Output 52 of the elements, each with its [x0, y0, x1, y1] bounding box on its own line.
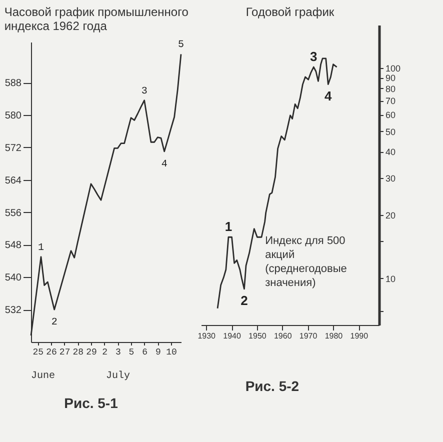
x-tick-label: 1970 [299, 332, 318, 340]
annotation: 3 [141, 86, 148, 98]
y-tick-label: 100 [386, 63, 401, 74]
annotation: 2 [51, 318, 58, 329]
y-tick-label: 532 [4, 305, 22, 316]
y-tick-label: 70 [386, 96, 396, 106]
x-tick-label: 1990 [350, 332, 369, 340]
annotation: 1 [224, 219, 232, 234]
text: Рис. 5-1 [64, 395, 118, 411]
x-tick-label: 1960 [274, 332, 292, 340]
text: Рис. 5-2 [245, 378, 300, 394]
chart-title: Часовой график промышленного индекса 1962 года [4, 5, 189, 34]
x-tick-label: 1950 [248, 332, 267, 340]
y-tick-label: 556 [4, 208, 22, 219]
y-tick-label: 40 [386, 147, 396, 158]
y-tick-label: 548 [4, 240, 22, 252]
text: June [31, 371, 56, 382]
x-tick-label: 27 [59, 348, 70, 358]
y-tick-label: 80 [386, 84, 396, 94]
x-tick-label: 26 [46, 348, 57, 358]
x-tick-label: 6 [142, 348, 148, 358]
x-tick-label: 25 [32, 348, 44, 358]
x-tick-label: 2 [102, 348, 108, 358]
x-tick-label: 1980 [324, 332, 344, 340]
x-tick-label: 1940 [223, 332, 242, 340]
annotation: 5 [178, 40, 184, 52]
y-tick-label: 20 [386, 210, 396, 220]
y-tick-label: 10 [386, 274, 396, 284]
x-tick-label: 10 [166, 348, 177, 358]
annotation: 1 [38, 242, 44, 254]
y-tick-label: 580 [4, 110, 22, 122]
text: July [106, 370, 130, 382]
x-tick-label: 3 [115, 348, 121, 358]
y-tick-label: 90 [386, 73, 396, 84]
y-tick-label: 572 [4, 142, 22, 154]
y-tick-label: 30 [386, 173, 396, 184]
x-tick-label: 9 [155, 348, 161, 358]
x-tick-label: 5 [128, 348, 134, 358]
y-tick-label: 60 [386, 110, 396, 120]
x-tick-label: 1930 [198, 332, 216, 340]
annotation: 2 [240, 292, 248, 308]
annotation: 3 [310, 49, 318, 64]
annotation: Индекс для 500 акций (среднегодовые значения) [265, 235, 347, 289]
x-tick-label: 28 [72, 348, 84, 358]
y-tick-label: 588 [4, 78, 22, 90]
annotation: 4 [324, 88, 333, 104]
y-tick-label: 50 [386, 126, 396, 137]
x-tick-label: 29 [86, 348, 97, 358]
y-tick-label: 564 [4, 175, 22, 186]
y-tick-label: 540 [4, 272, 22, 284]
chart-title: Годовой график [246, 5, 335, 19]
annotation: 4 [161, 159, 168, 170]
